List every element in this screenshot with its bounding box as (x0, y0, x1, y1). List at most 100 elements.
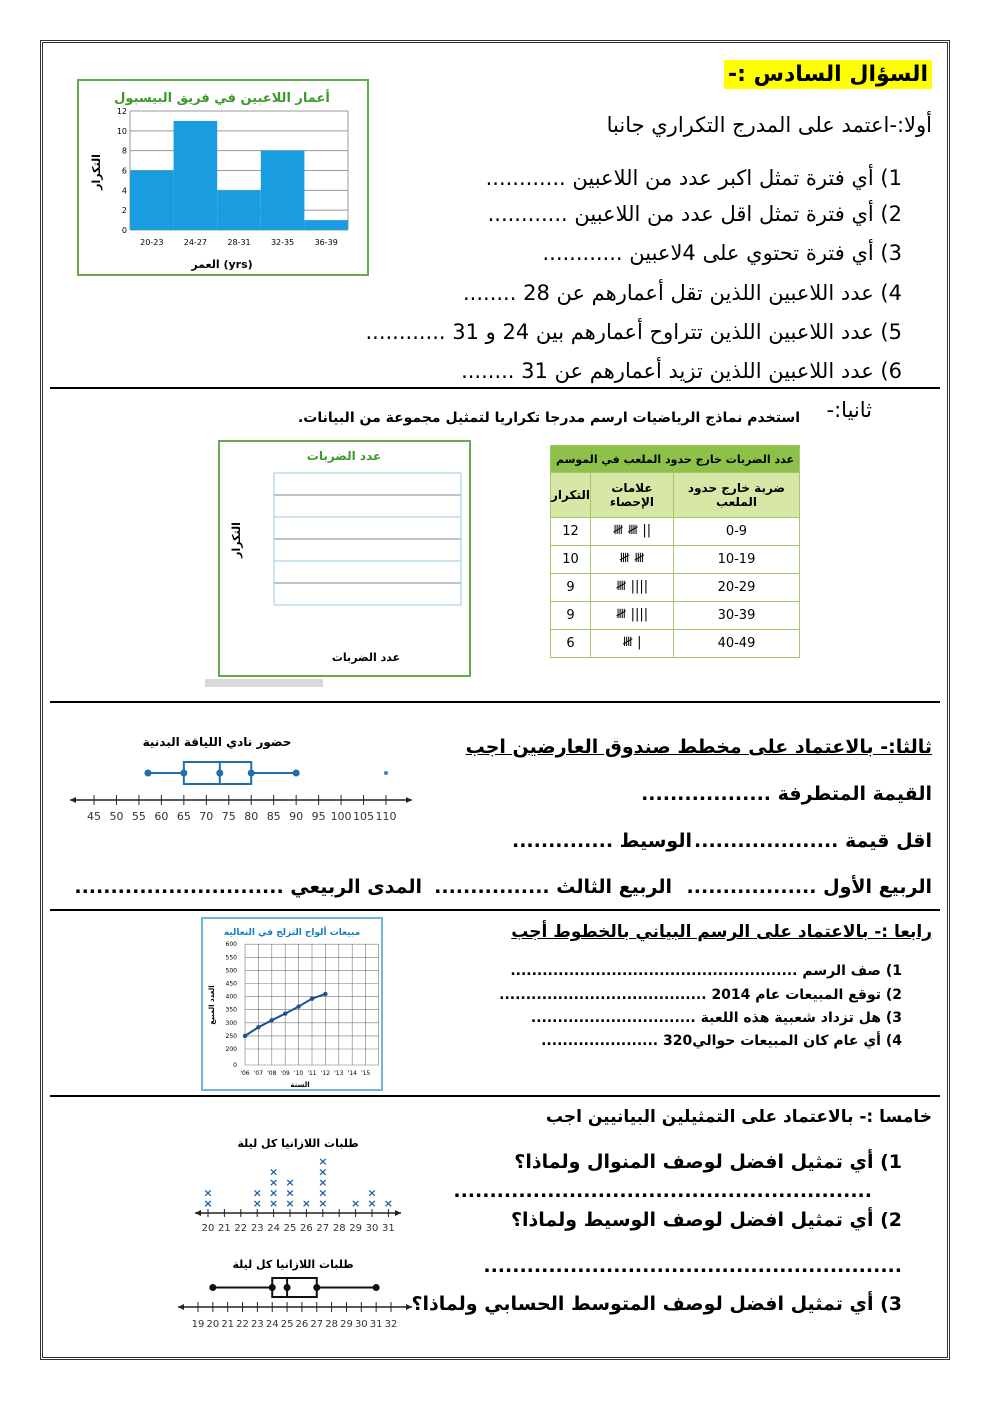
dotplot-x-mark: × (203, 1187, 212, 1200)
cell-range: 10-19 (672, 545, 801, 574)
dotplot-title: طلبات اللازانيا كل ليلة (237, 1137, 358, 1150)
boxplot1-tick-label: 85 (267, 810, 281, 823)
part4-item-2: 2) توقع المبيعات عام 2014 ..............… (499, 987, 902, 1003)
part2-instruction: استخدم نماذج الرياضيات ارسم مدرجا تكراري… (297, 410, 800, 426)
histogram-ytick-label: 8 (122, 147, 127, 156)
dotplot-x-mark: × (384, 1197, 393, 1210)
line-chart-xtick-label: '10 (294, 1070, 303, 1077)
dotplot-tick-label: 23 (251, 1223, 264, 1234)
histogram-bar (130, 170, 174, 230)
part4-item-1: 1) صف الرسم ............................… (510, 963, 902, 979)
part1-question-1: 1) أي فترة تمثل اكبر عدد من اللاعبين ...… (485, 166, 902, 190)
dotplot-x-mark: × (285, 1187, 294, 1200)
cell-tally: | 𝍸 (590, 629, 674, 658)
dotplot-tick-label: 31 (382, 1223, 395, 1234)
histogram-bar (173, 120, 218, 230)
histogram-xtick-label: 20-23 (140, 238, 163, 247)
boxplot2-tick-label: 27 (310, 1319, 323, 1330)
dotplot-x-mark: × (269, 1197, 278, 1210)
part4-item-4: 4) أي عام كان المبيعات حوالي320 ........… (541, 1033, 902, 1049)
boxplot2-point (268, 1284, 276, 1291)
part1-question-5: 5) عدد اللاعبين اللذين تتراوح أعمارهم بي… (365, 320, 902, 344)
dotplot-tick-label: 22 (234, 1223, 247, 1234)
boxplot2-tick-label: 30 (355, 1319, 368, 1330)
line-chart-point (323, 991, 328, 997)
scrollbar-shade (205, 679, 323, 687)
dotplot-x-mark: × (269, 1166, 278, 1179)
boxplot1-tick-label: 45 (87, 810, 101, 823)
line-chart-point (256, 1025, 261, 1030)
histogram-bar (260, 150, 305, 230)
dotplot-x-mark: × (318, 1176, 327, 1189)
boxplot2-point (372, 1284, 380, 1291)
histogram-xtick-label: 28-31 (227, 238, 250, 247)
boxplot2-tick-label: 22 (236, 1319, 249, 1330)
line-chart-xtick-label: '11 (307, 1070, 316, 1077)
boxplot1-tick-label: 50 (109, 810, 123, 823)
dotplot-x-mark: × (318, 1166, 327, 1179)
boxplot2-tick-label: 29 (340, 1319, 353, 1330)
boxplot1-point (292, 769, 300, 777)
line-chart-xtick-label: '09 (281, 1070, 290, 1077)
histogram-xlabel: العمر (yrs) (190, 258, 252, 271)
part4-item-3: 3) هل تزداد شعبية هذه اللعبة ...........… (530, 1010, 902, 1026)
dotplot-x-mark: × (302, 1197, 311, 1210)
line-chart-ytick-label: 500 (226, 967, 238, 974)
part1-question-3: 3) أي فترة تحتوي على 4لاعبين ...........… (542, 241, 902, 265)
histogram-bar (217, 190, 261, 230)
dotplot-x-mark: × (318, 1155, 327, 1168)
part1-intro: أولا:-اعتمد على المدرج التكراري جانبا (606, 113, 932, 137)
line-chart-xtick-label: '15 (361, 1070, 370, 1077)
histogram-ytick-label: 10 (117, 127, 127, 136)
page-border (40, 40, 950, 1360)
boxplot1-tick-label: 80 (244, 810, 258, 823)
dotplot-tick-label: 28 (333, 1223, 346, 1234)
histogram-xtick-label: 36-39 (315, 238, 338, 247)
boxplot1-tick-label: 100 (331, 810, 352, 823)
boxplot2-title: طلبات اللازانيا كل ليلة (232, 1258, 353, 1271)
line-chart-xtick-label: '13 (334, 1070, 343, 1077)
iqr-prompt: المدى الربيعي ..........................… (74, 876, 422, 898)
empty-histogram-frame[interactable] (218, 440, 471, 677)
cell-tally: |||| 𝍸 (590, 601, 674, 630)
line-chart-ytick-label: 300 (226, 1020, 238, 1027)
histogram-xtick-label: 32-35 (271, 238, 294, 247)
cell-frequency: 6 (549, 629, 592, 658)
cell-tally: 𝍸 𝍸 (590, 545, 674, 574)
boxplot2-tick-label: 26 (296, 1319, 309, 1330)
boxplot2-point (313, 1284, 321, 1291)
line-chart-xtick-label: '06 (240, 1070, 249, 1077)
dotplot-x-mark: × (253, 1197, 262, 1210)
line-chart-xtick-label: '08 (267, 1070, 276, 1077)
boxplot1-tick-label: 65 (177, 810, 191, 823)
empty-chart-title: عدد الضربات (307, 449, 381, 463)
boxplot1-tick-label: 55 (132, 810, 146, 823)
dotplot-x-mark: × (351, 1197, 360, 1210)
boxplot1-point (216, 769, 224, 777)
part1-question-2: 2) أي فترة تمثل اقل عدد من اللاعبين ....… (487, 202, 902, 226)
histogram-ytick-label: 12 (117, 107, 127, 116)
dotplot-tick-label: 30 (366, 1223, 379, 1234)
divider (50, 1095, 940, 1097)
answer-line-1[interactable]: ........................................… (453, 1180, 872, 1202)
part5-question-1: 1) أي تمثيل افضل لوصف المنوال ولماذا؟ (514, 1151, 902, 1173)
min-prompt: اقل قيمة .................... (694, 830, 932, 852)
histogram-frame (77, 79, 369, 276)
line-chart-point (242, 1033, 248, 1039)
table-row: 10-19 𝍸 𝍸 10 (549, 545, 801, 574)
q3-prompt: الربيع الثالث ................ (434, 876, 672, 898)
boxplot1-outlier (384, 771, 388, 775)
table-row: 0-9 || 𝍸 𝍸 12 (549, 517, 801, 546)
answer-line-2[interactable]: ........................................… (483, 1255, 902, 1277)
dotplot-tick-label: 26 (300, 1223, 313, 1234)
boxplot1-point (144, 769, 152, 777)
part5-question-2: 2) أي تمثيل افضل لوصف الوسيط ولماذا؟ (511, 1209, 902, 1231)
line-chart-ytick-label: 250 (226, 1033, 238, 1040)
boxplot2-tick-label: 23 (251, 1319, 264, 1330)
dotplot-tick-label: 27 (316, 1223, 329, 1234)
dotplot-tick-label: 29 (349, 1223, 362, 1234)
dotplot-x-mark: × (285, 1197, 294, 1210)
tally-table: عدد الضربات خارج حدود الملعب في الموسم ض… (549, 445, 801, 658)
boxplot1-point (247, 769, 255, 777)
